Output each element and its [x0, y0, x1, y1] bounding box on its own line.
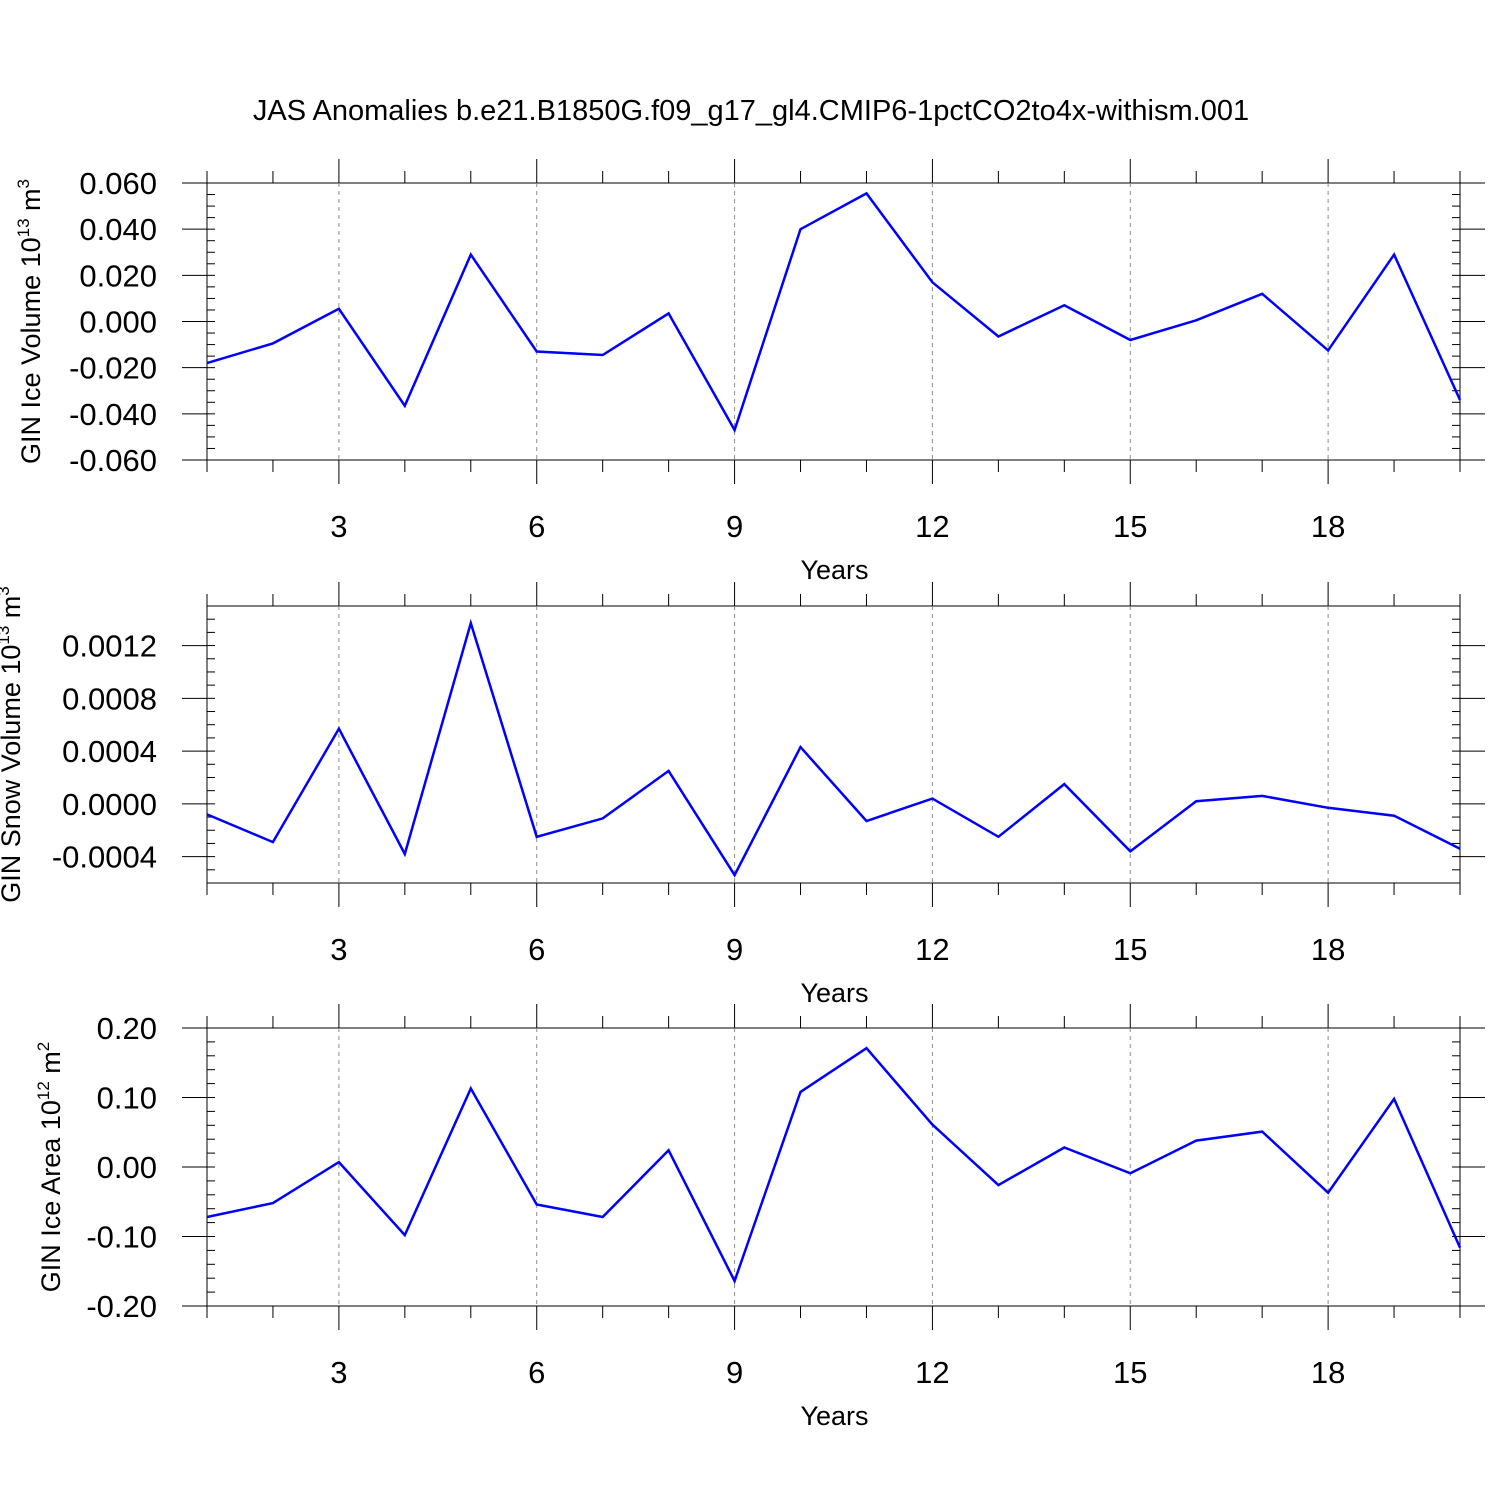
panel2-y-tick-label: 0.0004	[62, 734, 157, 769]
panel3-y-axis-label-text: m	[36, 1051, 66, 1081]
panel3-x-tick-label: 12	[915, 1355, 949, 1390]
panel2-x-tick-label: 12	[915, 932, 949, 967]
panel1-y-tick-label: -0.040	[69, 397, 157, 432]
panel3-y-axis-label-superscript: 12	[34, 1081, 53, 1100]
panel2-y-axis-label-superscript: 13	[0, 626, 13, 645]
figure-title: JAS Anomalies b.e21.B1850G.f09_g17_gl4.C…	[253, 95, 1249, 127]
panel3-x-tick-label: 3	[330, 1355, 347, 1390]
panel1-x-tick-label: 18	[1311, 509, 1345, 544]
panel2-x-tick-label: 3	[330, 932, 347, 967]
panel1-x-tick-label: 9	[726, 509, 743, 544]
panel2-y-tick-label: -0.0004	[52, 840, 157, 875]
panel3-y-tick-label: 0.10	[97, 1081, 157, 1116]
panel1-x-axis-label: Years	[800, 555, 868, 585]
panel3-y-tick-label: -0.20	[86, 1289, 157, 1324]
panel1-x-tick-label: 15	[1113, 509, 1147, 544]
panel3-y-tick-label: -0.10	[86, 1220, 157, 1255]
panel3-y-axis-label: GIN Ice Area 1012 m2	[34, 1042, 66, 1293]
panel1-x-tick-label: 12	[915, 509, 949, 544]
panel1-y-axis-label-text: m	[16, 188, 46, 218]
panel2-y-axis-label: GIN Snow Volume 1013 m3	[0, 586, 26, 903]
panel3-y-tick-label: 0.20	[97, 1011, 157, 1046]
panel2-x-tick-label: 18	[1311, 932, 1345, 967]
chart-panel-2: -0.0004 0.0000 0.0004 0.0008 0.0012 3 6 9 12 15 18…	[0, 582, 1485, 1008]
panel3-x-axis-label: Years	[800, 1401, 868, 1431]
panel2-y-tick-label: 0.0012	[62, 629, 157, 664]
panel1-x-tick-label: 6	[528, 509, 545, 544]
panel2-x-tick-label: 6	[528, 932, 545, 967]
panel3-x-tick-label: 9	[726, 1355, 743, 1390]
panel2-series-line-1	[206, 618, 1461, 878]
panel1-y-axis-label-text: GIN Ice Volume 10	[16, 237, 46, 464]
panel2-x-tick-label: 9	[726, 932, 743, 967]
chart-panel-1: -0.060 -0.040 -0.020 0.000 0.020 0.040 0.060 3 6…	[14, 159, 1485, 585]
panel3-x-tick-label: 6	[528, 1355, 545, 1390]
panel1-y-axis-label: GIN Ice Volume 1013 m3	[14, 179, 46, 464]
panel2-x-axis-label: Years	[800, 978, 868, 1008]
panel1-x-tick-label: 3	[330, 509, 347, 544]
panel3-y-axis-label-superscript: 2	[34, 1042, 53, 1051]
panel2-y-axis-label-superscript: 3	[0, 586, 13, 595]
chart-panel-3: -0.20 -0.10 0.00 0.10 0.20 3 6 9 12 15 18 Years GIN …	[34, 1004, 1485, 1431]
panel3-x-tick-label: 18	[1311, 1355, 1345, 1390]
panel2-x-tick-label: 15	[1113, 932, 1147, 967]
panel3-series-line-1	[206, 1046, 1462, 1285]
panel2-y-tick-label: 0.0000	[62, 787, 157, 822]
panel1-y-axis-label-superscript: 3	[14, 179, 33, 188]
panel2-plot-frame	[206, 605, 1461, 884]
panel2-y-axis-label-text: m	[0, 596, 26, 626]
panel1-y-tick-label: 0.020	[79, 258, 157, 293]
panel1-y-tick-label: -0.020	[69, 351, 157, 386]
panel1-y-tick-label: 0.000	[79, 305, 157, 340]
panel2-y-tick-label: 0.0008	[62, 681, 157, 716]
panel1-y-tick-label: 0.060	[79, 166, 157, 201]
panel1-y-axis-label-superscript: 13	[14, 218, 33, 237]
panel3-y-axis-label-text: GIN Ice Area 10	[36, 1100, 66, 1292]
panel3-y-tick-label: 0.00	[97, 1150, 157, 1185]
panel1-y-tick-label: -0.060	[69, 443, 157, 478]
panel1-series-line-1	[206, 191, 1462, 434]
panel3-x-tick-label: 15	[1113, 1355, 1147, 1390]
panel1-y-tick-label: 0.040	[79, 212, 157, 247]
panel2-y-axis-label-text: GIN Snow Volume 10	[0, 645, 26, 903]
